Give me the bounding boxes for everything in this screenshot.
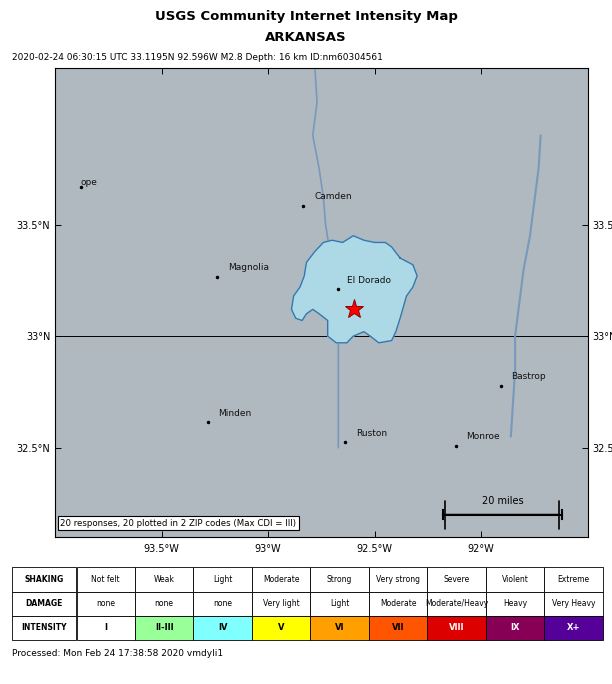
Text: Light: Light [330, 599, 349, 608]
Text: Very light: Very light [263, 599, 299, 608]
Text: none: none [155, 599, 174, 608]
Bar [486, 592, 544, 616]
Text: Very strong: Very strong [376, 575, 420, 584]
Text: II-III: II-III [155, 623, 174, 632]
Text: Magnolia: Magnolia [228, 263, 269, 272]
Bar [135, 592, 193, 616]
Bar [486, 568, 544, 592]
Text: SHAKING: SHAKING [24, 575, 64, 584]
Text: IX: IX [510, 623, 520, 632]
Text: VIII: VIII [449, 623, 465, 632]
Bar [310, 592, 369, 616]
Text: 92.5°W: 92.5°W [357, 544, 392, 554]
Bar [544, 592, 603, 616]
Text: none: none [213, 599, 232, 608]
Text: Weak: Weak [154, 575, 174, 584]
Text: VI: VI [335, 623, 345, 632]
Bar [427, 592, 486, 616]
Bar [486, 616, 544, 640]
Text: 92°W: 92°W [468, 544, 494, 554]
Text: 2020-02-24 06:30:15 UTC 33.1195N 92.596W M2.8 Depth: 16 km ID:nm60304561: 2020-02-24 06:30:15 UTC 33.1195N 92.596W… [12, 53, 383, 62]
Bar [252, 568, 310, 592]
Text: Light: Light [213, 575, 233, 584]
Bar [369, 616, 427, 640]
Text: Very Heavy: Very Heavy [552, 599, 595, 608]
Bar [252, 616, 310, 640]
Text: ARKANSAS: ARKANSAS [265, 31, 347, 44]
Bar [12, 592, 76, 616]
Text: Moderate: Moderate [263, 575, 299, 584]
Text: Bastrop: Bastrop [511, 372, 546, 382]
Text: Strong: Strong [327, 575, 353, 584]
Polygon shape [291, 236, 417, 343]
Bar [193, 568, 252, 592]
Bar [310, 616, 369, 640]
Bar [369, 568, 427, 592]
Text: Monroe: Monroe [466, 432, 500, 441]
Bar [135, 616, 193, 640]
Bar [76, 568, 135, 592]
Bar [544, 568, 603, 592]
Text: Processed: Mon Feb 24 17:38:58 2020 vmdyli1: Processed: Mon Feb 24 17:38:58 2020 vmdy… [12, 649, 223, 658]
Bar [193, 616, 252, 640]
Text: I: I [104, 623, 107, 632]
Bar [544, 616, 603, 640]
Bar [12, 568, 76, 592]
Bar [427, 568, 486, 592]
Text: Extreme: Extreme [558, 575, 589, 584]
Text: El Dorado: El Dorado [347, 276, 391, 285]
Bar [310, 568, 369, 592]
Text: IV: IV [218, 623, 228, 632]
Text: Ruston: Ruston [356, 429, 387, 438]
Text: 20 miles: 20 miles [482, 496, 523, 505]
Bar [193, 592, 252, 616]
Text: Minden: Minden [218, 409, 252, 418]
Bar [135, 568, 193, 592]
Text: Moderate/Heavy: Moderate/Heavy [425, 599, 488, 608]
Text: Moderate: Moderate [380, 599, 416, 608]
Text: INTENSITY: INTENSITY [21, 623, 67, 632]
Bar [252, 592, 310, 616]
Text: VII: VII [392, 623, 405, 632]
Text: ope: ope [81, 179, 97, 187]
Text: none: none [96, 599, 115, 608]
Text: Not felt: Not felt [91, 575, 120, 584]
Bar [427, 616, 486, 640]
Bar [12, 616, 76, 640]
Text: X+: X+ [567, 623, 580, 632]
Text: Heavy: Heavy [503, 599, 527, 608]
Text: Severe: Severe [444, 575, 470, 584]
Text: 93°W: 93°W [255, 544, 282, 554]
Text: USGS Community Internet Intensity Map: USGS Community Internet Intensity Map [155, 10, 457, 23]
Text: 93.5°W: 93.5°W [144, 544, 179, 554]
Bar [76, 592, 135, 616]
Text: 20 responses, 20 plotted in 2 ZIP codes (Max CDI = III): 20 responses, 20 plotted in 2 ZIP codes … [61, 518, 296, 527]
Bar [76, 616, 135, 640]
Bar [369, 592, 427, 616]
Text: DAMAGE: DAMAGE [26, 599, 63, 608]
Text: Camden: Camden [314, 192, 352, 201]
Text: Violent: Violent [502, 575, 529, 584]
Text: V: V [278, 623, 285, 632]
